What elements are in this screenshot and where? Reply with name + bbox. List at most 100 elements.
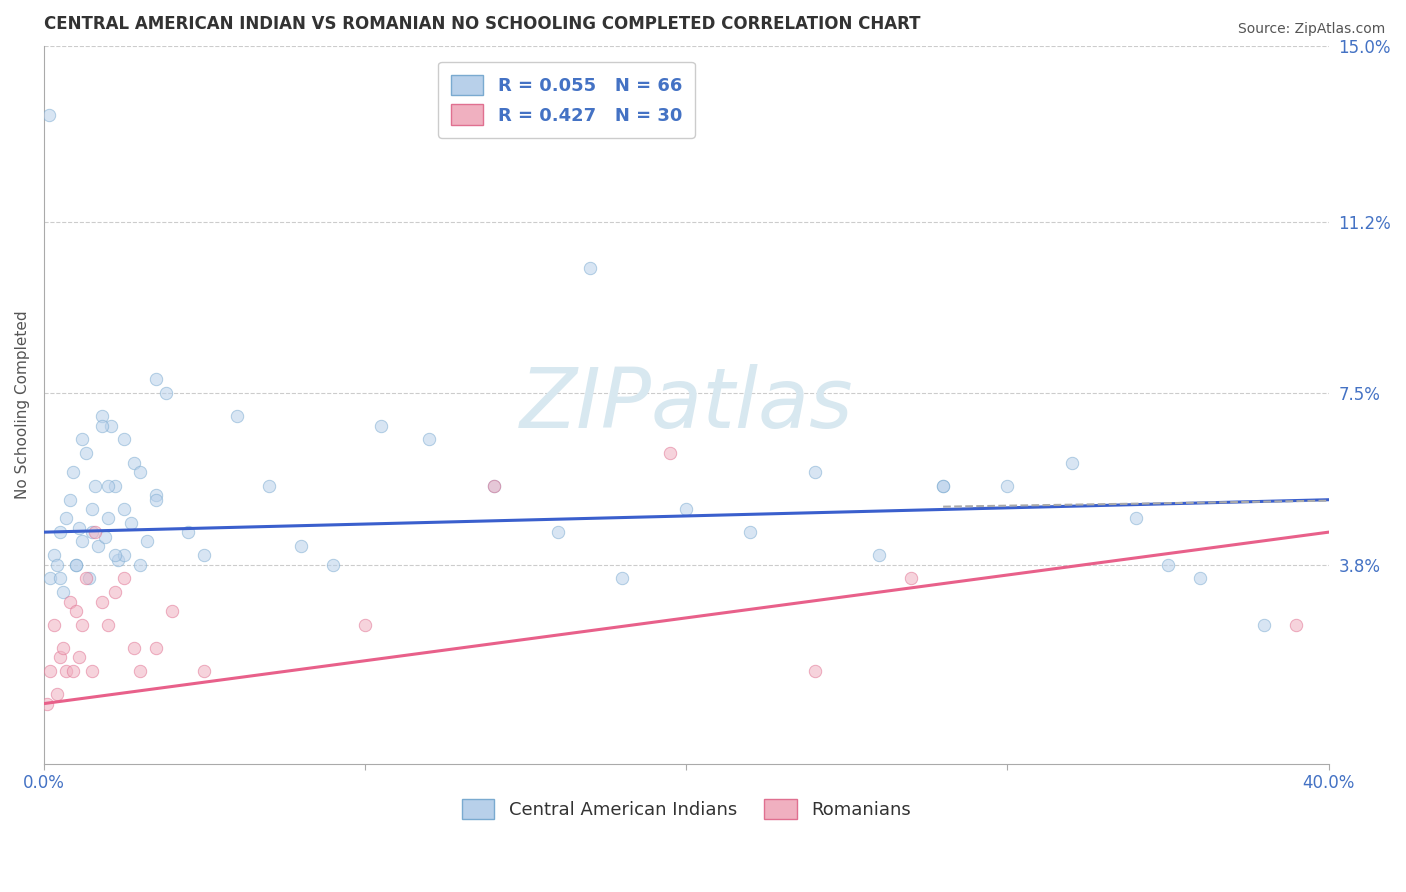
Point <box>94 530 117 544</box>
Point <box>77 572 100 586</box>
Point <box>72 433 94 447</box>
Point <box>49 650 72 665</box>
Point <box>75 446 97 460</box>
Point <box>129 465 152 479</box>
Point <box>370 418 392 433</box>
Point <box>55 511 77 525</box>
Point <box>1060 456 1083 470</box>
Point <box>97 479 120 493</box>
Legend: Central American Indians, Romanians: Central American Indians, Romanians <box>454 791 918 827</box>
Point <box>145 492 167 507</box>
Point <box>145 488 167 502</box>
Point <box>122 640 145 655</box>
Text: Source: ZipAtlas.com: Source: ZipAtlas.com <box>1237 22 1385 37</box>
Y-axis label: No Schooling Completed: No Schooling Completed <box>15 310 30 499</box>
Point <box>120 516 142 530</box>
Point <box>90 409 112 424</box>
Point <box>52 585 75 599</box>
Point <box>122 456 145 470</box>
Point <box>80 525 103 540</box>
Point <box>42 549 65 563</box>
Point <box>290 539 312 553</box>
Point <box>129 664 152 678</box>
Point <box>67 520 90 534</box>
Point <box>145 640 167 655</box>
Point <box>55 664 77 678</box>
Point <box>1157 558 1180 572</box>
Point <box>112 433 135 447</box>
Point <box>90 418 112 433</box>
Point <box>193 549 215 563</box>
Point <box>257 479 280 493</box>
Point <box>1285 617 1308 632</box>
Point <box>129 558 152 572</box>
Point <box>155 386 177 401</box>
Point <box>579 261 602 276</box>
Point <box>900 572 922 586</box>
Point <box>803 465 825 479</box>
Point <box>995 479 1018 493</box>
Point <box>482 479 505 493</box>
Point <box>803 664 825 678</box>
Point <box>177 525 200 540</box>
Point <box>39 664 62 678</box>
Point <box>84 525 107 540</box>
Point <box>418 433 440 447</box>
Point <box>80 664 103 678</box>
Point <box>610 572 633 586</box>
Point <box>45 687 67 701</box>
Point <box>659 446 682 460</box>
Point <box>52 640 75 655</box>
Point <box>97 617 120 632</box>
Point <box>72 534 94 549</box>
Point <box>112 549 135 563</box>
Point <box>80 502 103 516</box>
Point <box>87 539 110 553</box>
Point <box>67 650 90 665</box>
Point <box>58 492 80 507</box>
Point <box>675 502 697 516</box>
Point <box>1189 572 1212 586</box>
Point <box>740 525 762 540</box>
Point <box>868 549 890 563</box>
Point <box>112 572 135 586</box>
Point <box>107 553 129 567</box>
Point <box>193 664 215 678</box>
Point <box>84 479 107 493</box>
Text: ZIPatlas: ZIPatlas <box>519 364 853 445</box>
Point <box>354 617 377 632</box>
Point <box>39 572 62 586</box>
Point <box>1125 511 1147 525</box>
Point <box>322 558 344 572</box>
Point <box>49 525 72 540</box>
Point <box>97 511 120 525</box>
Point <box>547 525 569 540</box>
Point <box>49 572 72 586</box>
Point <box>932 479 955 493</box>
Point <box>103 479 125 493</box>
Text: CENTRAL AMERICAN INDIAN VS ROMANIAN NO SCHOOLING COMPLETED CORRELATION CHART: CENTRAL AMERICAN INDIAN VS ROMANIAN NO S… <box>44 15 921 33</box>
Point <box>42 617 65 632</box>
Point <box>75 572 97 586</box>
Point <box>65 604 87 618</box>
Point <box>145 372 167 386</box>
Point <box>62 664 84 678</box>
Point <box>45 558 67 572</box>
Point <box>62 465 84 479</box>
Point <box>103 585 125 599</box>
Point <box>162 604 184 618</box>
Point <box>65 558 87 572</box>
Point <box>65 558 87 572</box>
Point <box>72 617 94 632</box>
Point <box>112 502 135 516</box>
Point <box>932 479 955 493</box>
Point <box>90 595 112 609</box>
Point <box>103 549 125 563</box>
Point <box>482 479 505 493</box>
Point <box>135 534 157 549</box>
Point <box>225 409 247 424</box>
Point <box>38 108 60 122</box>
Point <box>58 595 80 609</box>
Point <box>1253 617 1275 632</box>
Point <box>100 418 122 433</box>
